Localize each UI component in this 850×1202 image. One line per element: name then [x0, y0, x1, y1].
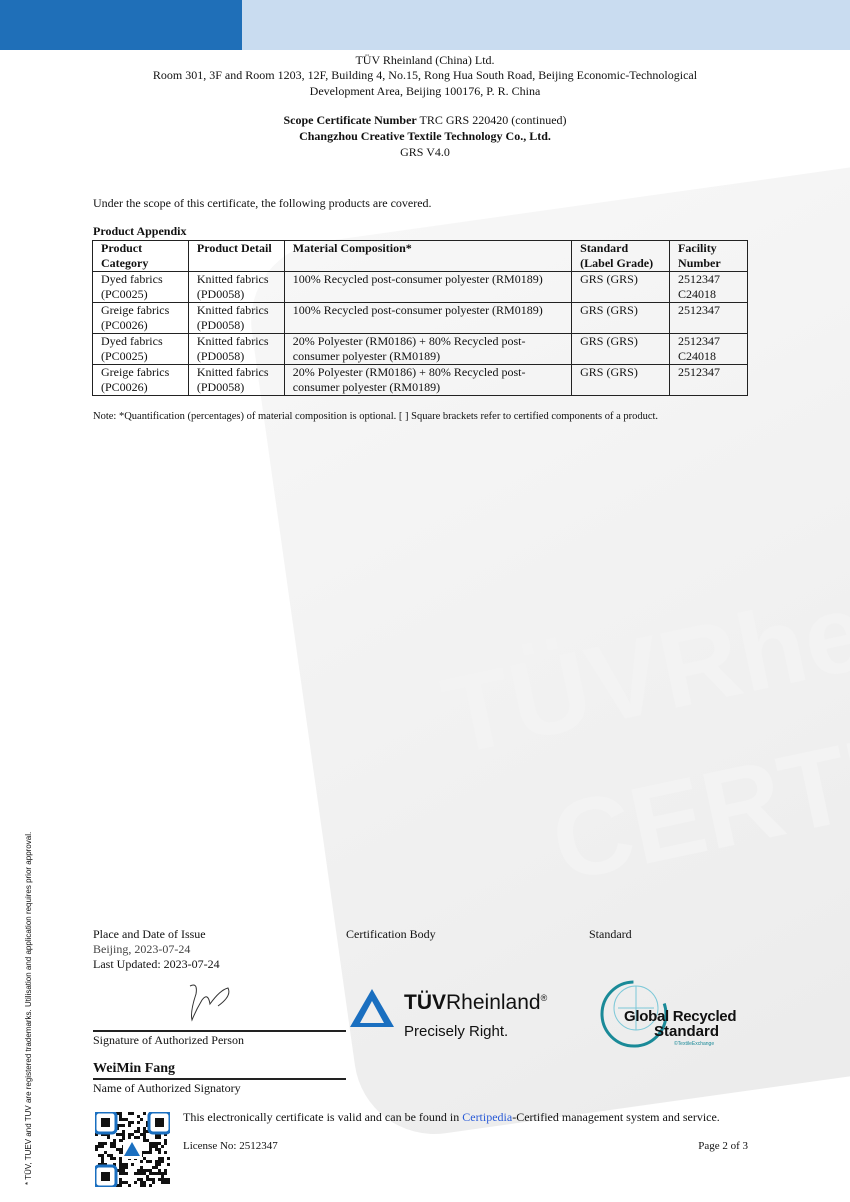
- table-cell: 2512347 C24018: [669, 333, 748, 365]
- certification-body-label: Certification Body: [346, 927, 436, 941]
- company-name: Changzhou Creative Textile Technology Co…: [299, 129, 551, 143]
- tuv-reg: ®: [540, 993, 548, 1003]
- signatory-label: Name of Authorized Signatory: [93, 1081, 241, 1095]
- address-line-1: Room 301, 3F and Room 1203, 12F, Buildin…: [152, 68, 698, 82]
- col-header: Product Category: [92, 240, 189, 272]
- last-updated: Last Updated: 2023-07-24: [93, 957, 220, 971]
- table-cell: GRS (GRS): [571, 333, 671, 365]
- product-table: Product Category Product Detail Material…: [92, 240, 748, 396]
- name-line: [93, 1078, 346, 1080]
- appendix-title: Product Appendix: [93, 224, 187, 238]
- grs-line1: Global Recycled: [624, 1008, 737, 1025]
- validity-pre: This electronically certificate is valid…: [183, 1110, 463, 1124]
- scope-label: Scope Certificate Number: [283, 113, 417, 127]
- standard-label: Standard: [589, 927, 632, 941]
- table-cell: 100% Recycled post-consumer polyester (R…: [283, 271, 573, 303]
- signature-line: [93, 1030, 346, 1032]
- table-row: Dyed fabrics (PC0025) Knitted fabrics (PD…: [92, 333, 748, 365]
- signature-label: Signature of Authorized Person: [93, 1033, 244, 1047]
- col-header: Material Composition*: [283, 240, 573, 272]
- validity-text: This electronically certificate is valid…: [183, 1110, 745, 1125]
- table-cell: 20% Polyester (RM0186) + 80% Recycled po…: [283, 364, 573, 396]
- table-header-row: Product Category Product Detail Material…: [92, 240, 748, 272]
- intro-text: Under the scope of this certificate, the…: [93, 196, 432, 210]
- table-cell: Knitted fabrics (PD0058): [187, 364, 285, 396]
- col-header: Standard (Label Grade): [571, 240, 671, 272]
- col-header: Product Detail: [187, 240, 285, 272]
- table-cell: Greige fabrics (PC0026): [92, 364, 189, 396]
- tuv-rest: Rheinland: [446, 991, 541, 1014]
- signature-image: [189, 984, 230, 1022]
- table-cell: 100% Recycled post-consumer polyester (R…: [283, 302, 573, 334]
- table-cell: 2512347 C24018: [669, 271, 748, 303]
- certipedia-link[interactable]: Certipedia: [462, 1110, 513, 1124]
- qr-code[interactable]: [95, 1112, 170, 1187]
- scope-suffix: (continued): [511, 113, 567, 127]
- table-cell: GRS (GRS): [571, 302, 671, 334]
- table-cell: Knitted fabrics (PD0058): [187, 271, 285, 303]
- table-cell: 2512347: [669, 364, 748, 396]
- table-cell: 2512347: [669, 302, 748, 334]
- tuv-triangle-icon: [350, 989, 394, 1027]
- col-header: Facility Number: [669, 240, 748, 272]
- note: Note: *Quantification (percentages) of m…: [93, 411, 659, 422]
- globe-recycle-icon: [600, 980, 668, 1048]
- table-cell: Dyed fabrics (PC0025): [92, 271, 189, 303]
- tuv-bold: TÜV: [404, 991, 446, 1014]
- table-cell: Knitted fabrics (PD0058): [187, 333, 285, 365]
- table-row: Greige fabrics (PC0026) Knitted fabrics (…: [92, 364, 748, 396]
- table-cell: Greige fabrics (PC0026): [92, 302, 189, 334]
- license-number: License No: 2512347: [183, 1140, 278, 1152]
- validity-post: -Certified management system and service…: [512, 1110, 720, 1124]
- trademark-note: * TÜV, TUEV and TUV are registered trade…: [24, 831, 33, 1185]
- grs-line2: Standard: [654, 1023, 720, 1040]
- table-cell: GRS (GRS): [571, 271, 671, 303]
- signatory-name: WeiMin Fang: [93, 1061, 176, 1076]
- header-bar-dark: [0, 0, 242, 50]
- table-row: Greige fabrics (PC0026) Knitted fabrics (…: [92, 302, 748, 334]
- standard-version: GRS V4.0: [400, 145, 450, 159]
- page-number: Page 2 of 3: [698, 1140, 748, 1152]
- table-cell: GRS (GRS): [571, 364, 671, 396]
- scope-number: TRC GRS 220420: [419, 113, 509, 127]
- address-line-2: Development Area, Beijing 100176, P. R. …: [309, 84, 541, 98]
- place-value: Beijing, 2023-07-24: [93, 942, 191, 956]
- tuv-tagline: Precisely Right.: [404, 1023, 509, 1040]
- table-row: Dyed fabrics (PC0025) Knitted fabrics (PD…: [92, 271, 748, 303]
- header-bar-light: [242, 0, 850, 50]
- table-cell: Knitted fabrics (PD0058): [187, 302, 285, 334]
- table-cell: Dyed fabrics (PC0025): [92, 333, 189, 365]
- scope-certificate: Scope Certificate Number TRC GRS 220420 …: [0, 112, 850, 128]
- issuer: TÜV Rheinland (China) Ltd.: [355, 53, 495, 67]
- table-cell: 20% Polyester (RM0186) + 80% Recycled po…: [283, 333, 573, 365]
- grs-logo: Global Recycled Standard ©TextileExchang…: [598, 978, 748, 1050]
- place-label: Place and Date of Issue: [93, 927, 206, 941]
- grs-by: ©TextileExchange: [674, 1041, 715, 1047]
